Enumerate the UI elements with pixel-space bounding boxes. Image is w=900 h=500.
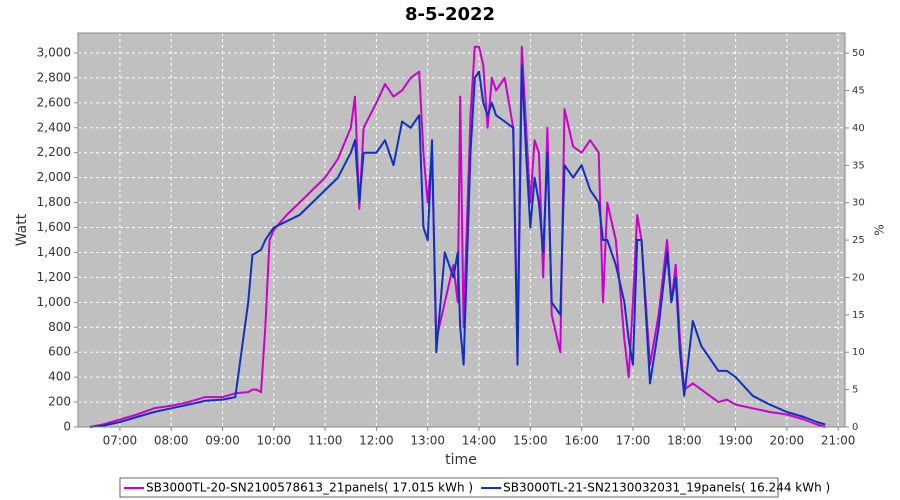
y2-tick-label: 0 (852, 422, 858, 433)
x-tick-label: 12:00 (359, 434, 394, 448)
y-tick-label: 600 (48, 345, 71, 359)
x-tick-label: 11:00 (308, 434, 343, 448)
y-tick-label: 1,000 (37, 295, 71, 309)
y-tick-label: 2,000 (37, 170, 71, 184)
y-tick-label: 1,400 (37, 245, 71, 259)
x-tick-label: 08:00 (154, 434, 189, 448)
chart-title: 8-5-2022 (405, 4, 495, 25)
y2-tick-label: 20 (852, 272, 865, 283)
y-tick-label: 800 (48, 320, 71, 334)
y-tick-label: 2,600 (37, 95, 71, 109)
y2-tick-label: 15 (852, 310, 865, 321)
legend-label: SB3000TL-21-SN2130032031_19panels( 16.24… (503, 481, 830, 495)
series-line (89, 64, 826, 428)
y-axis-label: Watt (14, 213, 30, 246)
y-tick-label: 0 (63, 420, 71, 434)
x-tick-label: 07:00 (103, 434, 138, 448)
x-tick-label: 20:00 (770, 434, 805, 448)
y-tick-label: 400 (48, 370, 71, 384)
x-tick-label: 17:00 (616, 434, 651, 448)
y-tick-label: 2,800 (37, 70, 71, 84)
x-tick-label: 19:00 (718, 434, 753, 448)
x-tick-label: 21:00 (821, 434, 856, 448)
x-tick-label: 10:00 (257, 434, 292, 448)
y2-tick-label: 25 (852, 235, 865, 246)
y2-tick-label: 30 (852, 198, 865, 209)
y-tick-label: 1,800 (37, 195, 71, 209)
y-tick-label: 1,200 (37, 270, 71, 284)
y2-tick-label: 5 (852, 385, 858, 396)
y-tick-label: 1,600 (37, 220, 71, 234)
legend-label: SB3000TL-20-SN2100578613_21panels( 17.01… (146, 481, 473, 495)
y-tick-label: 2,400 (37, 120, 71, 134)
plot-border (77, 32, 846, 428)
y2-axis-label: % (873, 224, 887, 235)
y2-tick-label: 45 (852, 86, 865, 97)
y2-tick-label: 10 (852, 347, 865, 358)
y2-tick-label: 40 (852, 123, 865, 134)
x-tick-label: 13:00 (410, 434, 445, 448)
y-tick-label: 200 (48, 395, 71, 409)
x-tick-label: 18:00 (667, 434, 702, 448)
x-tick-label: 14:00 (462, 434, 497, 448)
legend (119, 477, 779, 498)
x-tick-label: 09:00 (205, 434, 240, 448)
x-tick-label: 15:00 (513, 434, 548, 448)
y-tick-label: 2,200 (37, 145, 71, 159)
y2-tick-label: 50 (852, 48, 865, 59)
y-tick-label: 3,000 (37, 45, 71, 59)
x-tick-label: 16:00 (564, 434, 599, 448)
y2-tick-label: 35 (852, 160, 865, 171)
x-axis-label: time (445, 452, 477, 468)
